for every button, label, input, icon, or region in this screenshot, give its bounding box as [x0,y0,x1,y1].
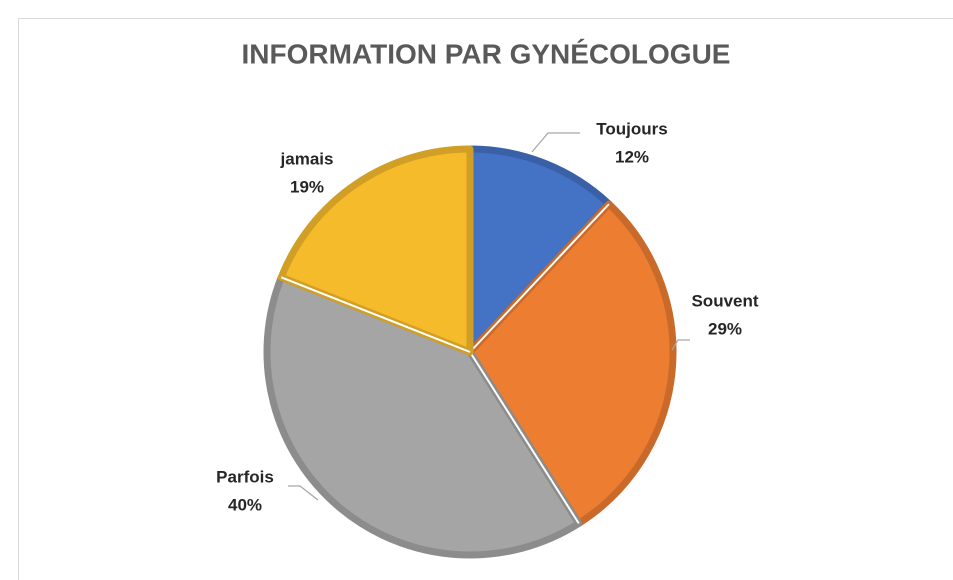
data-label-value: 19% [290,177,324,196]
leader-line [671,339,690,351]
pie-slice [263,273,583,559]
chart-title: INFORMATION PAR GYNÉCOLOGUE [242,38,731,69]
data-label-value: 40% [228,495,262,514]
data-label-name: Toujours [596,119,667,138]
slice-gap [280,276,471,353]
data-label-value: 12% [615,147,649,166]
data-label-value: 29% [708,319,742,338]
slice-gap [469,203,610,353]
pie-slice [277,145,474,356]
pie-slice [466,200,677,527]
leader-line [288,485,319,501]
pie-slice [466,145,613,356]
leader-line [531,132,580,153]
data-label-name: jamais [280,149,334,168]
slice-gap [469,351,580,524]
data-label-name: Souvent [691,291,758,310]
data-label-name: Parfois [216,467,274,486]
